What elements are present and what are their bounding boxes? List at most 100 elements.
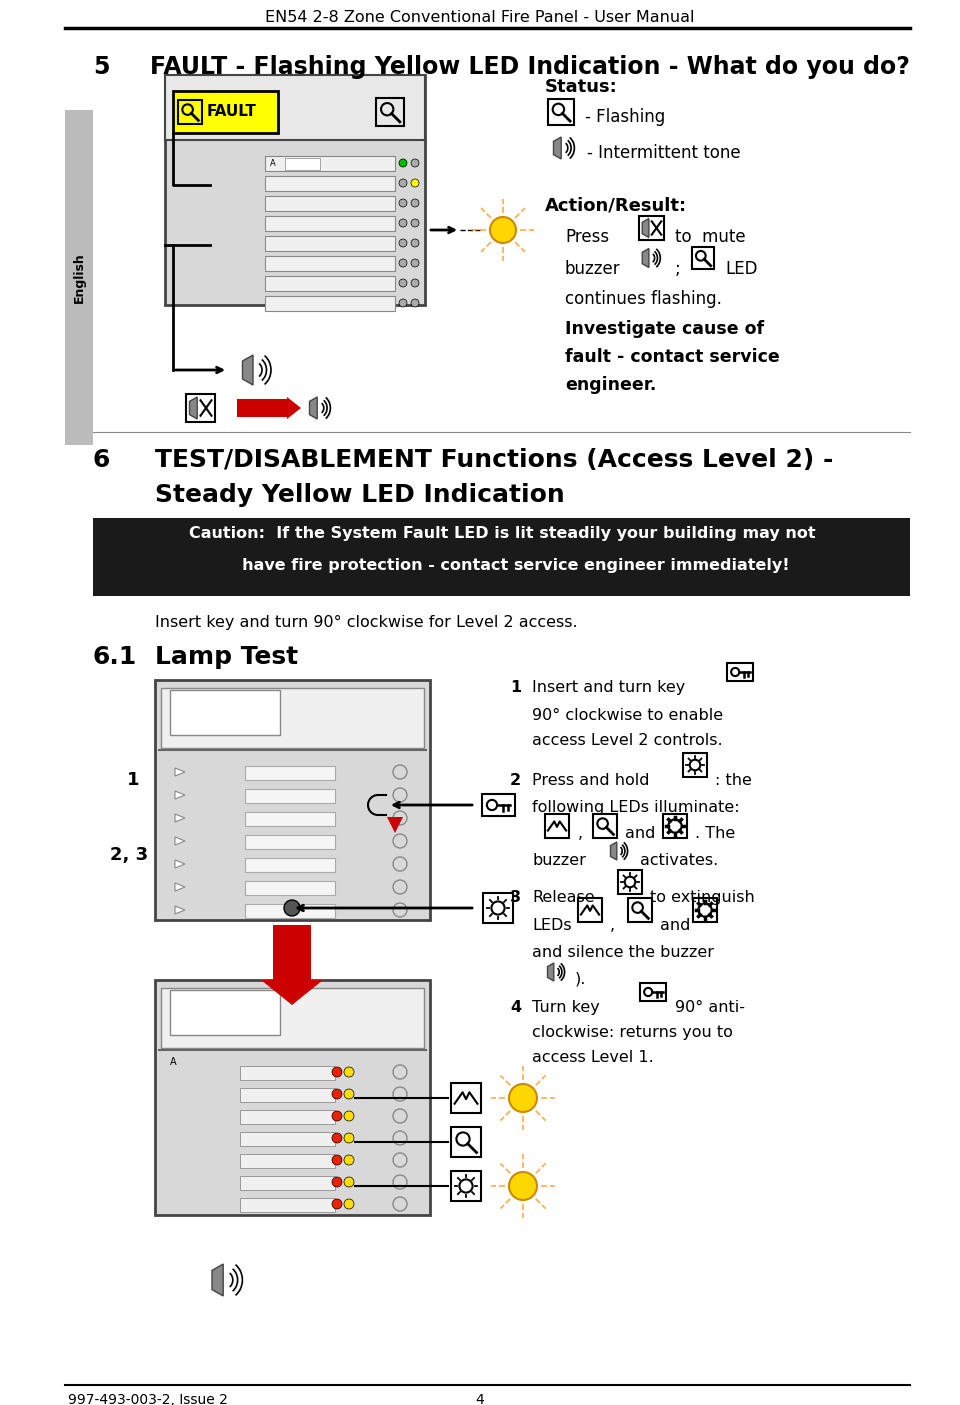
Circle shape	[399, 259, 407, 267]
Circle shape	[284, 901, 300, 916]
Bar	[663, 813, 687, 837]
Text: - Flashing: - Flashing	[585, 108, 665, 126]
Bar	[240, 1110, 335, 1124]
Bar	[578, 898, 602, 922]
Circle shape	[332, 1198, 342, 1208]
Circle shape	[344, 1132, 354, 1144]
Polygon shape	[611, 842, 616, 860]
Polygon shape	[175, 791, 185, 799]
Text: 90° clockwise to enable: 90° clockwise to enable	[532, 708, 723, 724]
Circle shape	[332, 1066, 342, 1078]
Circle shape	[344, 1111, 354, 1121]
Bar	[93, 518, 910, 596]
Circle shape	[344, 1066, 354, 1078]
Bar	[483, 894, 513, 923]
Text: access Level 2 controls.: access Level 2 controls.	[532, 733, 723, 747]
Text: Press: Press	[565, 228, 610, 246]
Text: engineer.: engineer.	[565, 377, 657, 393]
Text: A: A	[270, 159, 276, 167]
Bar	[245, 790, 335, 804]
Bar	[155, 981, 430, 1215]
Bar	[639, 983, 666, 1002]
Bar	[692, 247, 714, 268]
Bar	[376, 98, 404, 126]
Bar	[65, 110, 93, 445]
Bar	[155, 680, 430, 920]
Text: . The: . The	[695, 826, 735, 842]
Polygon shape	[243, 355, 253, 385]
Circle shape	[411, 200, 419, 207]
Bar	[240, 1132, 335, 1146]
Polygon shape	[642, 219, 649, 237]
Text: ,: ,	[610, 917, 615, 933]
Circle shape	[399, 178, 407, 187]
Circle shape	[490, 216, 516, 243]
Text: LEDs: LEDs	[532, 917, 571, 933]
Text: 2, 3: 2, 3	[110, 846, 148, 864]
Polygon shape	[175, 769, 185, 776]
Bar	[639, 215, 664, 240]
Text: clockwise: returns you to: clockwise: returns you to	[532, 1026, 732, 1040]
Bar	[451, 1127, 481, 1156]
Bar	[161, 688, 424, 747]
Circle shape	[411, 178, 419, 187]
Text: activates.: activates.	[640, 853, 718, 868]
Bar	[245, 881, 335, 895]
Text: continues flashing.: continues flashing.	[565, 289, 722, 308]
Circle shape	[332, 1111, 342, 1121]
Bar	[265, 275, 395, 291]
Circle shape	[399, 159, 407, 167]
FancyArrow shape	[261, 924, 323, 1005]
Circle shape	[399, 280, 407, 287]
Text: 1: 1	[127, 771, 139, 790]
Bar	[265, 256, 395, 271]
Bar	[170, 991, 280, 1035]
Polygon shape	[547, 962, 554, 981]
Text: to  mute: to mute	[675, 228, 746, 246]
Bar	[178, 100, 202, 124]
Text: have fire protection - contact service engineer immediately!: have fire protection - contact service e…	[214, 558, 790, 573]
Text: Insert key and turn 90° clockwise for Level 2 access.: Insert key and turn 90° clockwise for Le…	[155, 615, 578, 629]
Text: FAULT: FAULT	[207, 104, 257, 119]
Bar	[165, 74, 425, 305]
Polygon shape	[309, 398, 317, 419]
Bar	[240, 1176, 335, 1190]
Circle shape	[411, 280, 419, 287]
Bar	[545, 813, 569, 837]
Bar	[265, 176, 395, 191]
Text: Turn key: Turn key	[532, 1000, 600, 1014]
Bar	[240, 1087, 335, 1102]
Bar	[265, 236, 395, 251]
Bar	[240, 1066, 335, 1080]
Bar	[265, 216, 395, 230]
Text: : the: : the	[715, 773, 752, 788]
Text: 4: 4	[510, 1000, 521, 1014]
Text: ,: ,	[578, 826, 583, 842]
Circle shape	[411, 219, 419, 228]
Bar	[265, 156, 395, 171]
Text: 4: 4	[475, 1392, 485, 1405]
Text: Caution:  If the System Fault LED is lit steadily your building may not: Caution: If the System Fault LED is lit …	[189, 525, 815, 541]
Bar	[482, 794, 515, 816]
Text: 3: 3	[510, 889, 521, 905]
Text: LED: LED	[725, 260, 757, 278]
Polygon shape	[212, 1264, 223, 1295]
Text: and silence the buzzer: and silence the buzzer	[532, 946, 714, 960]
Text: and: and	[625, 826, 656, 842]
Circle shape	[509, 1172, 537, 1200]
Bar	[240, 1198, 335, 1213]
Text: buzzer: buzzer	[532, 853, 586, 868]
Text: access Level 1.: access Level 1.	[532, 1050, 654, 1065]
Circle shape	[411, 259, 419, 267]
Circle shape	[399, 239, 407, 247]
Circle shape	[399, 299, 407, 308]
Text: 6: 6	[93, 448, 110, 472]
Text: Steady Yellow LED Indication: Steady Yellow LED Indication	[155, 483, 564, 507]
Polygon shape	[175, 860, 185, 868]
Text: buzzer: buzzer	[565, 260, 620, 278]
Circle shape	[344, 1198, 354, 1208]
Circle shape	[344, 1155, 354, 1165]
Bar	[245, 858, 335, 873]
Bar	[245, 835, 335, 849]
Text: fault - contact service: fault - contact service	[565, 348, 780, 365]
